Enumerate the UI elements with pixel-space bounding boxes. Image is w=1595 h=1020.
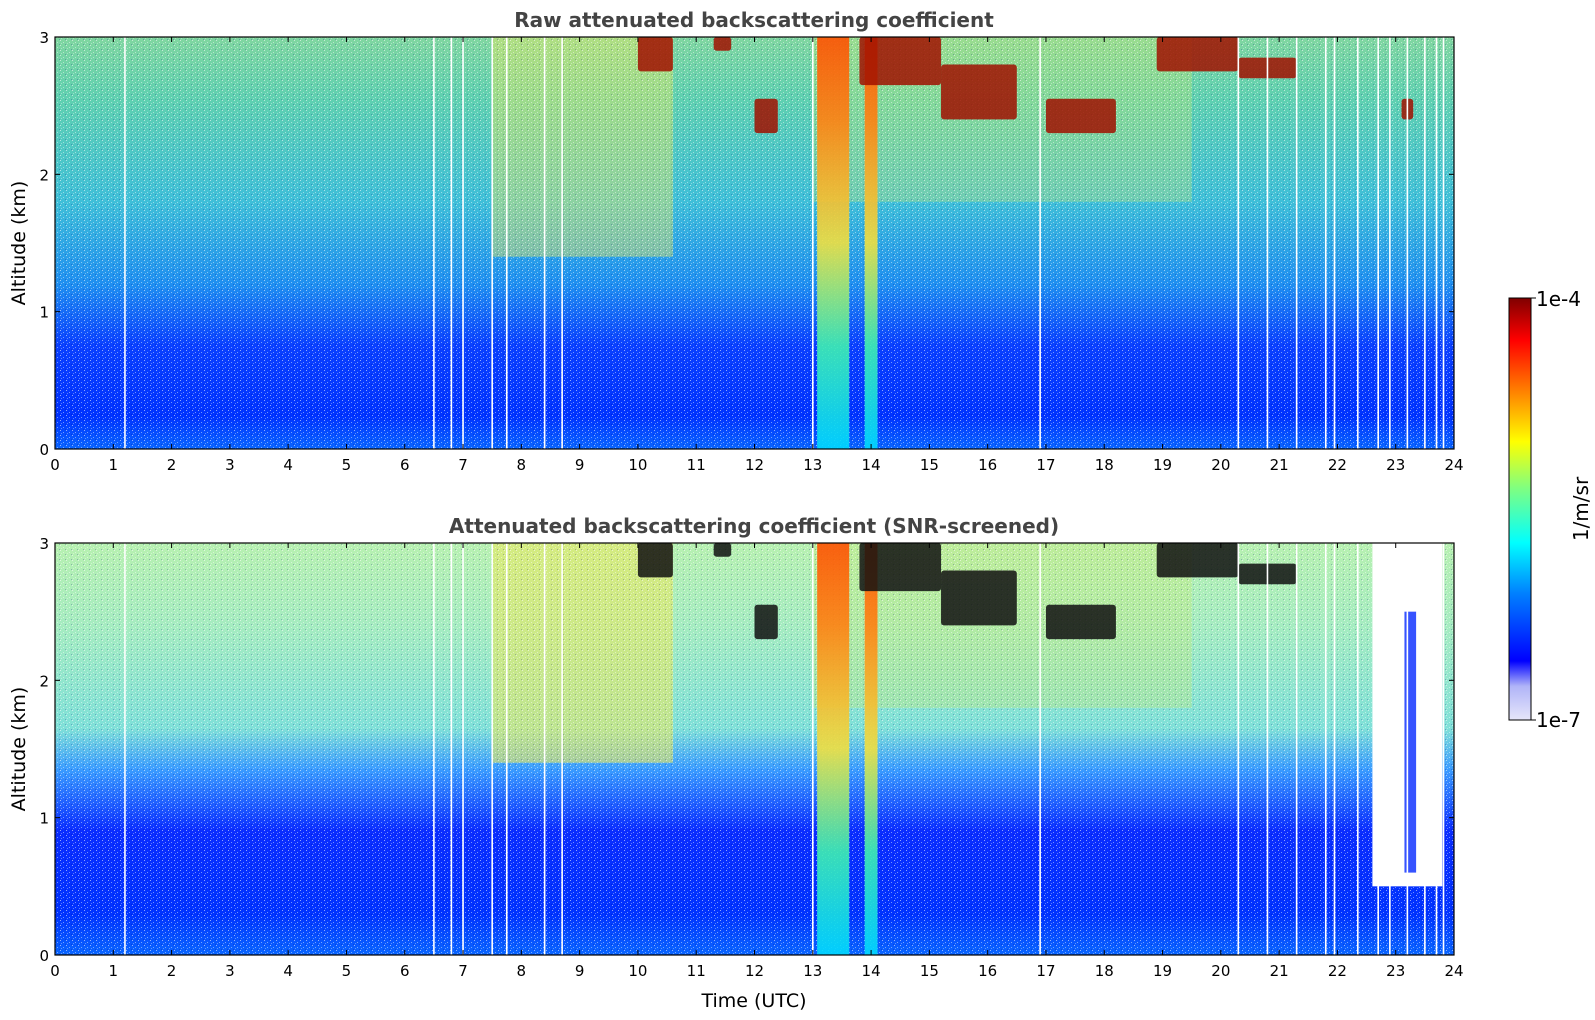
x-tick-label: 18 [1095,456,1114,474]
x-tick-label: 24 [1444,962,1463,980]
x-axis-label: Time (UTC) [700,990,806,1012]
y-tick-label: 1 [39,810,49,828]
x-tick-label: 5 [342,456,352,474]
raw-backscatter-panel: Raw attenuated backscattering coefficien… [8,8,1464,474]
x-tick-label: 0 [50,962,60,980]
screened-heatmap-plot [55,543,1454,955]
x-tick-label: 0 [50,456,60,474]
colorbar-unit-label: 1/m/sr [1569,476,1593,541]
cloud-layer [637,543,673,578]
x-tick-label: 24 [1444,456,1463,474]
raw-panel-title: Raw attenuated backscattering coefficien… [514,8,994,32]
noise-speckle [55,543,1454,955]
x-tick-label: 12 [745,962,764,980]
aerosol-plume [817,37,850,449]
x-tick-label: 19 [1153,456,1172,474]
aerosol-plume [864,543,878,955]
raw-y-axis-ticks: 0 1 2 3 [39,29,1454,459]
x-tick-label: 9 [575,962,585,980]
y-tick-label: 2 [39,166,49,184]
y-tick-label: 3 [39,29,49,47]
x-tick-label: 20 [1211,962,1230,980]
x-tick-label: 22 [1328,456,1347,474]
cloud-layer [713,37,732,51]
x-tick-label: 23 [1386,456,1405,474]
colorbar-max-label: 1e-4 [1536,287,1581,311]
x-tick-label: 14 [862,962,881,980]
x-tick-label: 3 [225,456,235,474]
cloud-layer [941,570,1017,626]
x-tick-label: 4 [283,962,293,980]
y-tick-label: 3 [39,535,49,553]
y-tick-label: 0 [39,947,49,965]
y-tick-label: 2 [39,672,49,690]
x-tick-label: 21 [1270,456,1289,474]
cloud-layer [754,604,778,640]
x-tick-label: 12 [745,456,764,474]
raw-heatmap-plot [55,37,1454,449]
cloud-layer [1045,604,1116,640]
x-tick-label: 1 [109,456,119,474]
screened-y-axis-label: Altitude (km) [8,687,30,812]
x-tick-label: 10 [628,456,647,474]
screened-x-axis-ticks: 0 1 2 3 4 5 6 7 8 9 10 11 12 13 14 15 16 17 18 19 20 21 22 23 24 [50,543,1464,980]
cloud-layer [637,37,673,72]
screened-y-axis-ticks: 0 1 2 3 [39,535,1454,965]
screened-panel-title: Attenuated backscattering coefficient (S… [449,514,1059,538]
x-tick-label: 6 [400,456,410,474]
cloud-layer [713,543,732,557]
raw-x-axis-ticks: 0 1 2 3 4 5 6 7 8 9 10 11 12 13 14 15 16 17 18 19 20 21 22 23 24 [50,37,1464,474]
x-tick-label: 13 [803,962,822,980]
x-tick-label: 18 [1095,962,1114,980]
x-tick-label: 15 [920,962,939,980]
x-tick-label: 2 [167,456,177,474]
x-tick-label: 21 [1270,962,1289,980]
x-tick-label: 20 [1211,456,1230,474]
x-tick-label: 11 [687,456,706,474]
x-tick-label: 16 [978,456,997,474]
cloud-layer [859,543,942,592]
colorbar: 1e-4 1e-7 1/m/sr [1508,287,1593,732]
cloud-layer [941,64,1017,120]
x-tick-label: 22 [1328,962,1347,980]
cloud-layer [1156,37,1239,72]
snr-screened-panel: Attenuated backscattering coefficient (S… [8,514,1464,1012]
cloud-layer [1156,543,1239,578]
x-tick-label: 23 [1386,962,1405,980]
x-tick-label: 19 [1153,962,1172,980]
x-tick-label: 6 [400,962,410,980]
x-tick-label: 7 [458,456,468,474]
x-tick-label: 15 [920,456,939,474]
y-tick-label: 1 [39,304,49,322]
x-tick-label: 7 [458,962,468,980]
cloud-layer [754,98,778,134]
x-tick-label: 4 [283,456,293,474]
x-tick-label: 10 [628,962,647,980]
x-tick-label: 17 [1036,456,1055,474]
aerosol-plume [817,543,850,955]
screened-data-column [1404,611,1417,873]
colorbar-gradient [1508,297,1532,721]
x-tick-label: 8 [517,456,527,474]
aerosol-plume [864,37,878,449]
x-tick-label: 14 [862,456,881,474]
x-tick-label: 13 [803,456,822,474]
x-tick-label: 5 [342,962,352,980]
raw-y-axis-label: Altitude (km) [8,181,30,306]
x-tick-label: 3 [225,962,235,980]
y-tick-label: 0 [39,441,49,459]
x-tick-label: 17 [1036,962,1055,980]
cloud-layer [859,37,942,86]
cloud-layer [1045,98,1116,134]
x-tick-label: 1 [109,962,119,980]
x-tick-label: 16 [978,962,997,980]
x-tick-label: 11 [687,962,706,980]
x-tick-label: 9 [575,456,585,474]
x-tick-label: 8 [517,962,527,980]
noise-speckle [55,37,1454,449]
colorbar-min-label: 1e-7 [1536,708,1581,732]
x-tick-label: 2 [167,962,177,980]
